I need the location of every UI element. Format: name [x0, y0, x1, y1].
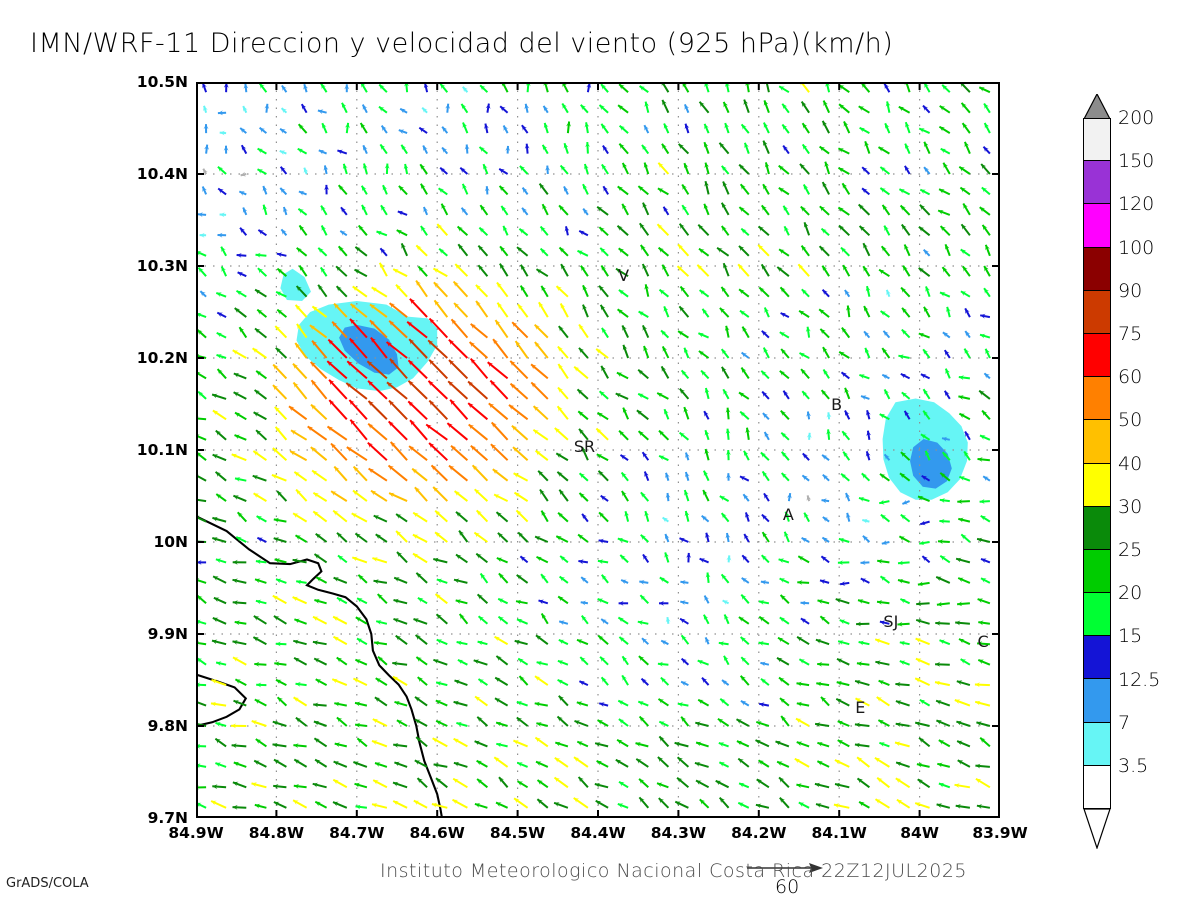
y-axis-tick-9.9N: 9.9N — [147, 625, 188, 643]
colorbar-band-75[interactable] — [1083, 333, 1111, 378]
x-axis-tick-84.2W: 84.2W — [731, 824, 787, 842]
y-axis-tick-10.3N: 10.3N — [136, 257, 188, 275]
colorbar-band-50[interactable] — [1083, 420, 1111, 464]
colorbar-label-12.5: 12.5 — [1118, 668, 1161, 691]
grads-watermark: GrADS/COLA — [6, 876, 89, 891]
y-axis-tick-9.8N: 9.8N — [147, 717, 188, 735]
colorbar-label-120: 120 — [1118, 193, 1155, 216]
colorbar-label-7: 7 — [1118, 711, 1131, 734]
reference-vector-label: 60 — [775, 876, 800, 898]
colorbar-band-120[interactable] — [1083, 204, 1111, 248]
reference-vector-icon — [747, 863, 823, 873]
colorbar-band-40[interactable] — [1083, 463, 1111, 507]
colorbar-label-200: 200 — [1118, 107, 1155, 129]
wind-vector-field — [196, 82, 1000, 818]
colorbar-label-20: 20 — [1118, 582, 1143, 605]
colorbar-band-12.5[interactable] — [1083, 679, 1111, 723]
y-axis-tick-10.4N: 10.4N — [136, 165, 188, 183]
colorbar-band-15[interactable] — [1083, 636, 1111, 680]
y-axis-tick-10.1N: 10.1N — [136, 441, 188, 459]
colorbar-label-75: 75 — [1118, 323, 1143, 345]
colorbar-band-20[interactable] — [1083, 593, 1111, 637]
colorbar[interactable] — [1083, 118, 1111, 809]
colorbar-band-150[interactable] — [1083, 161, 1111, 205]
colorbar-label-100: 100 — [1118, 236, 1155, 259]
colorbar-band-90[interactable] — [1083, 290, 1111, 334]
colorbar-label-15: 15 — [1118, 625, 1143, 648]
colorbar-band-25[interactable] — [1083, 549, 1111, 594]
colorbar-label-30: 30 — [1118, 495, 1143, 518]
colorbar-band-3.5[interactable] — [1083, 765, 1111, 809]
plot-frame — [196, 82, 1000, 818]
colorbar-band-30[interactable] — [1083, 506, 1111, 550]
y-axis-tick-10.2N: 10.2N — [136, 349, 188, 367]
colorbar-label-90: 90 — [1118, 279, 1143, 302]
x-axis-tick-84.8W: 84.8W — [248, 824, 305, 842]
x-axis-tick-84.4W: 84.4W — [570, 824, 626, 842]
colorbar-label-150: 150 — [1118, 150, 1155, 173]
x-axis-tick-84.1W: 84.1W — [811, 824, 867, 842]
colorbar-overflow-bottom-icon — [1083, 809, 1111, 850]
wind-barbs — [196, 82, 991, 810]
wind-map-plot — [196, 82, 1000, 818]
colorbar-band-200[interactable] — [1083, 118, 1111, 162]
colorbar-label-25: 25 — [1118, 539, 1143, 561]
y-axis-tick-10.5N: 10.5N — [136, 73, 188, 91]
colorbar-label-40: 40 — [1118, 452, 1143, 475]
colorbar-band-100[interactable] — [1083, 247, 1111, 291]
y-axis-tick-9.7N: 9.7N — [147, 809, 188, 827]
footer-credit: Instituto Meteorologico Nacional Costa R… — [380, 860, 967, 882]
colorbar-label-50: 50 — [1118, 409, 1143, 432]
colorbar-band-7[interactable] — [1083, 722, 1111, 766]
colorbar-label-3.5: 3.5 — [1118, 755, 1149, 777]
colorbar-label-60: 60 — [1118, 366, 1143, 389]
y-axis-tick-10N: 10N — [153, 533, 188, 551]
x-axis-tick-83.9W: 83.9W — [972, 824, 1028, 842]
x-axis-tick-84.9W: 84.9W — [168, 824, 224, 842]
x-axis-tick-84.3W: 84.3W — [650, 824, 707, 842]
x-axis-tick-84.5W: 84.5W — [489, 824, 546, 842]
x-axis-tick-84.7W: 84.7W — [329, 824, 385, 842]
x-axis-tick-84W: 84W — [900, 824, 939, 842]
colorbar-overflow-top-icon — [1083, 94, 1111, 120]
colorbar-band-60[interactable] — [1083, 377, 1111, 421]
x-axis-tick-84.6W: 84.6W — [409, 824, 465, 842]
chart-title: IMN/WRF-11 Direccion y velocidad del vie… — [30, 28, 894, 59]
